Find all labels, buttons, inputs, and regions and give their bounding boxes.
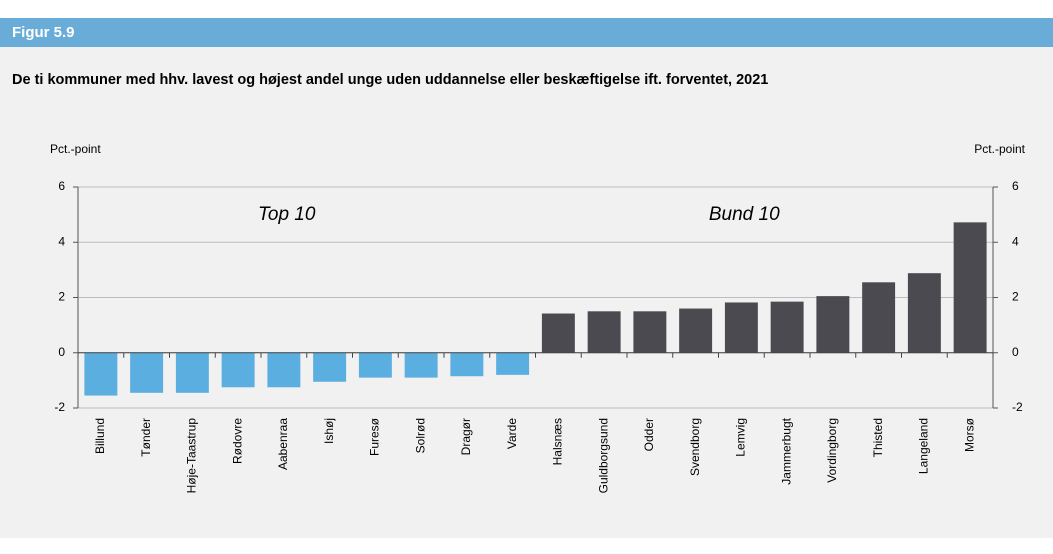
y-tick-label: 2 — [58, 290, 65, 304]
x-tick-label: Jammerbugt — [779, 417, 793, 484]
bar — [816, 296, 850, 353]
x-tick-label: Langeland — [917, 418, 931, 474]
bar — [679, 308, 713, 353]
x-tick-label: Morsø — [962, 417, 976, 452]
x-tick-label: Odder — [642, 418, 656, 451]
bar — [404, 352, 438, 378]
x-tick-label: Furesø — [368, 417, 382, 456]
y2-tick-label: 2 — [1012, 290, 1019, 304]
bar — [770, 301, 804, 353]
bar — [358, 352, 392, 378]
x-tick-label: Ishøj — [322, 418, 336, 444]
bar — [953, 222, 987, 353]
chart-title: De ti kommuner med hhv. lavest og højest… — [12, 72, 769, 88]
y2-tick-label: 4 — [1012, 234, 1019, 248]
x-tick-label: Guldborgsund — [596, 418, 610, 493]
bar — [496, 352, 530, 375]
x-tick-label: Billund — [93, 418, 107, 454]
x-tick-label: Halsnæs — [551, 418, 565, 465]
bar — [724, 302, 758, 353]
x-tick-label: Lemvig — [734, 418, 748, 457]
y2-tick-label: -2 — [1012, 400, 1023, 414]
x-tick-label: Aabenraa — [276, 418, 290, 470]
bar — [221, 352, 255, 388]
bar — [862, 282, 896, 353]
x-tick-label: Tønder — [139, 418, 153, 457]
x-tick-label: Rødovre — [230, 418, 244, 464]
y2-tick-label: 6 — [1012, 179, 1019, 193]
y2-tick-label: 0 — [1012, 345, 1019, 359]
x-tick-label: Dragør — [459, 418, 473, 455]
bar — [175, 352, 209, 393]
figure: Figur 5.9 De ti kommuner med hhv. lavest… — [0, 18, 1053, 538]
bar — [130, 352, 164, 393]
x-tick-label: Vordingborg — [825, 418, 839, 483]
x-tick-label: Svendborg — [688, 418, 702, 476]
x-tick-label: Solrød — [413, 418, 427, 453]
figure-label: Figur 5.9 — [0, 18, 1053, 47]
bar — [313, 352, 347, 382]
y-tick-label: 0 — [58, 345, 65, 359]
bar — [587, 311, 621, 353]
y2-axis-label: Pct.-point — [974, 142, 1025, 156]
y-axis-label: Pct.-point — [50, 142, 101, 156]
bar — [633, 311, 667, 353]
annotation: Bund 10 — [709, 204, 780, 225]
bar — [907, 273, 941, 353]
bar — [267, 352, 301, 388]
x-tick-label: Varde — [505, 418, 519, 449]
bar — [450, 352, 484, 377]
x-tick-label: Høje-Taastrup — [185, 418, 199, 494]
y-tick-label: 4 — [58, 234, 65, 248]
bar — [541, 313, 575, 353]
bar — [84, 352, 118, 396]
y-tick-label: 6 — [58, 179, 65, 193]
x-tick-label: Thisted — [871, 418, 885, 457]
y-tick-label: -2 — [54, 400, 65, 414]
annotation: Top 10 — [258, 204, 316, 225]
